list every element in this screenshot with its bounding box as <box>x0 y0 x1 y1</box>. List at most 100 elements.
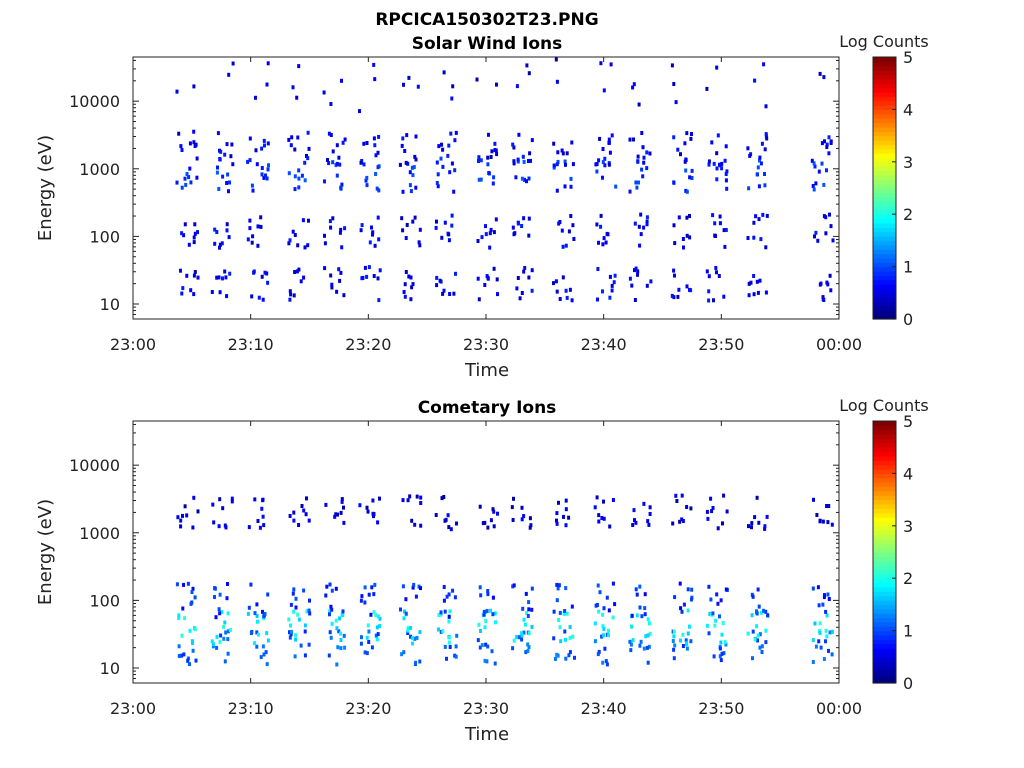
spectrogram-cell <box>479 158 483 163</box>
spectrogram-cell <box>251 234 255 239</box>
spectrogram-cell <box>681 519 685 523</box>
spectrogram-cell <box>675 499 679 503</box>
spectrogram-cell <box>747 186 751 191</box>
spectrogram-cell <box>407 274 411 279</box>
spectrogram-cell <box>708 611 712 616</box>
spectrogram-cell <box>265 176 269 181</box>
spectrogram-cell <box>685 505 689 509</box>
spectrogram-cell <box>607 633 610 638</box>
spectrogram-cell <box>676 294 680 299</box>
spectrogram-cell <box>329 225 333 230</box>
spectrogram-cell <box>412 165 416 170</box>
spectrogram-cell <box>229 154 233 159</box>
spectrogram-cell <box>454 654 458 659</box>
spectrogram-cell <box>628 639 632 644</box>
spectrogram-cell <box>448 292 452 296</box>
spectrogram-cell <box>688 175 692 180</box>
spectrogram-cell <box>755 495 759 500</box>
colorbar-segment <box>873 183 896 189</box>
spectrogram-cell <box>637 102 641 107</box>
spectrogram-cell <box>339 638 343 642</box>
spectrogram-cell <box>450 96 454 101</box>
spectrogram-cell <box>330 285 334 290</box>
colorbar-segment <box>873 639 896 645</box>
spectrogram-cell <box>367 640 371 644</box>
spectrogram-cell <box>373 582 377 587</box>
spectrogram-cell <box>512 638 516 643</box>
spectrogram-cell <box>291 85 295 90</box>
spectrogram-cell <box>634 587 638 592</box>
y-axis: 10 100 1000 10000 <box>69 59 839 320</box>
spectrogram-cell <box>296 135 300 140</box>
spectrogram-cell <box>601 160 605 165</box>
spectrogram-cell <box>636 272 639 277</box>
spectrogram-cell <box>690 587 694 592</box>
spectrogram-cell <box>672 656 676 661</box>
spectrogram-cell <box>608 524 612 529</box>
spectrogram-cell <box>764 104 768 109</box>
spectrogram-cell <box>189 601 193 606</box>
spectrogram-cell <box>564 637 567 642</box>
spectrogram-cell <box>638 605 642 610</box>
spectrogram-cell <box>414 185 418 190</box>
spectrogram-cell <box>522 514 526 519</box>
spectrogram-cell <box>181 513 184 518</box>
spectrogram-cell <box>373 143 377 148</box>
spectrogram-cell <box>628 276 632 281</box>
spectrogram-cell <box>183 504 187 509</box>
spectrogram-cell <box>337 267 341 272</box>
spectrogram-cell <box>323 179 326 184</box>
spectrogram-cell <box>342 520 346 525</box>
spectrogram-cell <box>219 149 223 154</box>
spectrogram-cell <box>367 629 371 634</box>
spectrogram-cell <box>674 100 678 105</box>
spectrogram-cell <box>605 662 609 667</box>
spectrogram-cell <box>359 228 363 233</box>
panel-cometary-ions: Cometary Ions 23:00 23:10 23:20 23:30 23:40 2… <box>35 396 929 745</box>
colorbar-segment <box>873 613 896 619</box>
spectrogram-cell <box>823 139 826 144</box>
spectrogram-cell <box>564 498 568 503</box>
spectrogram-cell <box>406 631 410 635</box>
spectrogram-cell <box>256 519 260 523</box>
spectrogram-cell <box>516 157 520 162</box>
colorbar-segment <box>873 460 896 466</box>
spectrogram-cell <box>328 582 332 587</box>
spectrogram-cell <box>335 289 339 294</box>
spectrogram-cell <box>453 595 457 600</box>
spectrogram-cell <box>527 600 531 605</box>
spectrogram-cell <box>376 215 380 220</box>
spectrogram-cell <box>563 184 567 189</box>
spectrogram-cell <box>196 230 199 235</box>
spectrogram-cell <box>718 162 721 167</box>
spectrogram-cell <box>493 611 497 616</box>
spectrogram-cell <box>308 598 311 603</box>
spectrogram-cell <box>260 274 264 279</box>
x-axis: 23:00 23:10 23:20 23:30 23:40 23:50 00:00 <box>110 57 862 354</box>
spectrogram-cell <box>831 238 835 243</box>
spectrogram-cell <box>685 233 689 238</box>
spectrogram-cell <box>746 631 750 636</box>
spectrogram-cell <box>410 285 414 290</box>
spectrogram-cell <box>221 276 224 281</box>
spectrogram-cell <box>303 245 307 250</box>
spectrogram-cell <box>520 505 524 510</box>
spectrogram-cell <box>725 186 729 191</box>
spectrogram-cell <box>259 655 263 660</box>
spectrogram-cell <box>359 598 363 603</box>
spectrogram-cell <box>571 162 575 167</box>
spectrogram-cell <box>817 639 821 644</box>
spectrogram-cell <box>406 626 410 631</box>
spectrogram-cell <box>339 185 343 190</box>
spectrogram-cell <box>822 595 826 600</box>
spectrogram-cell <box>299 279 303 284</box>
spectrogram-cells <box>175 493 834 667</box>
colorbar-segment <box>873 310 896 316</box>
spectrogram-cell <box>822 657 826 661</box>
spectrogram-cell <box>478 585 482 590</box>
spectrogram-cell <box>524 591 528 596</box>
spectrogram-cell <box>175 180 179 185</box>
spectrogram-cell <box>451 588 455 593</box>
spectrogram-cell <box>224 630 228 635</box>
spectrogram-cell <box>824 639 827 644</box>
